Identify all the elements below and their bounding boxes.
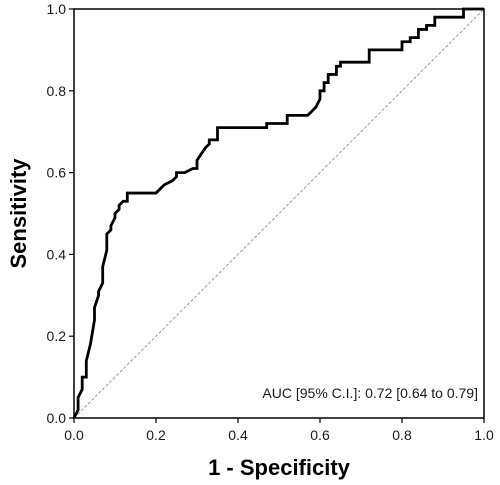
auc-annotation: AUC [95% C.I.]: 0.72 [0.64 to 0.79] (262, 385, 478, 401)
reference-diagonal-line (73, 8, 485, 419)
y-tick-label: 0.2 (47, 328, 67, 344)
x-axis-title: 1 - Specificity (208, 455, 351, 480)
y-tick-label: 1.0 (47, 1, 67, 17)
plot-area-frame (73, 8, 485, 419)
y-axis-title: Sensitivity (6, 158, 31, 269)
y-tick-label: 0.6 (47, 165, 67, 181)
y-tick-label: 0.8 (47, 83, 67, 99)
y-tick-label: 0.0 (47, 410, 67, 426)
reference-layer (73, 8, 485, 419)
ticks-layer: 0.0 0.2 0.4 0.6 0.8 1.0 0.0 0.2 0.4 0.6 0.8 1.0 (47, 1, 494, 443)
x-tick-label: 0.8 (392, 427, 412, 443)
x-tick-label: 0.4 (228, 427, 248, 443)
curve-layer (72, 7, 484, 419)
x-tick-label: 0.2 (146, 427, 166, 443)
x-tick-label: 0.0 (64, 427, 84, 443)
roc-curve-line (72, 7, 484, 419)
x-tick-label: 1.0 (474, 427, 494, 443)
y-tick-label: 0.4 (47, 246, 67, 262)
x-tick-label: 0.6 (310, 427, 330, 443)
